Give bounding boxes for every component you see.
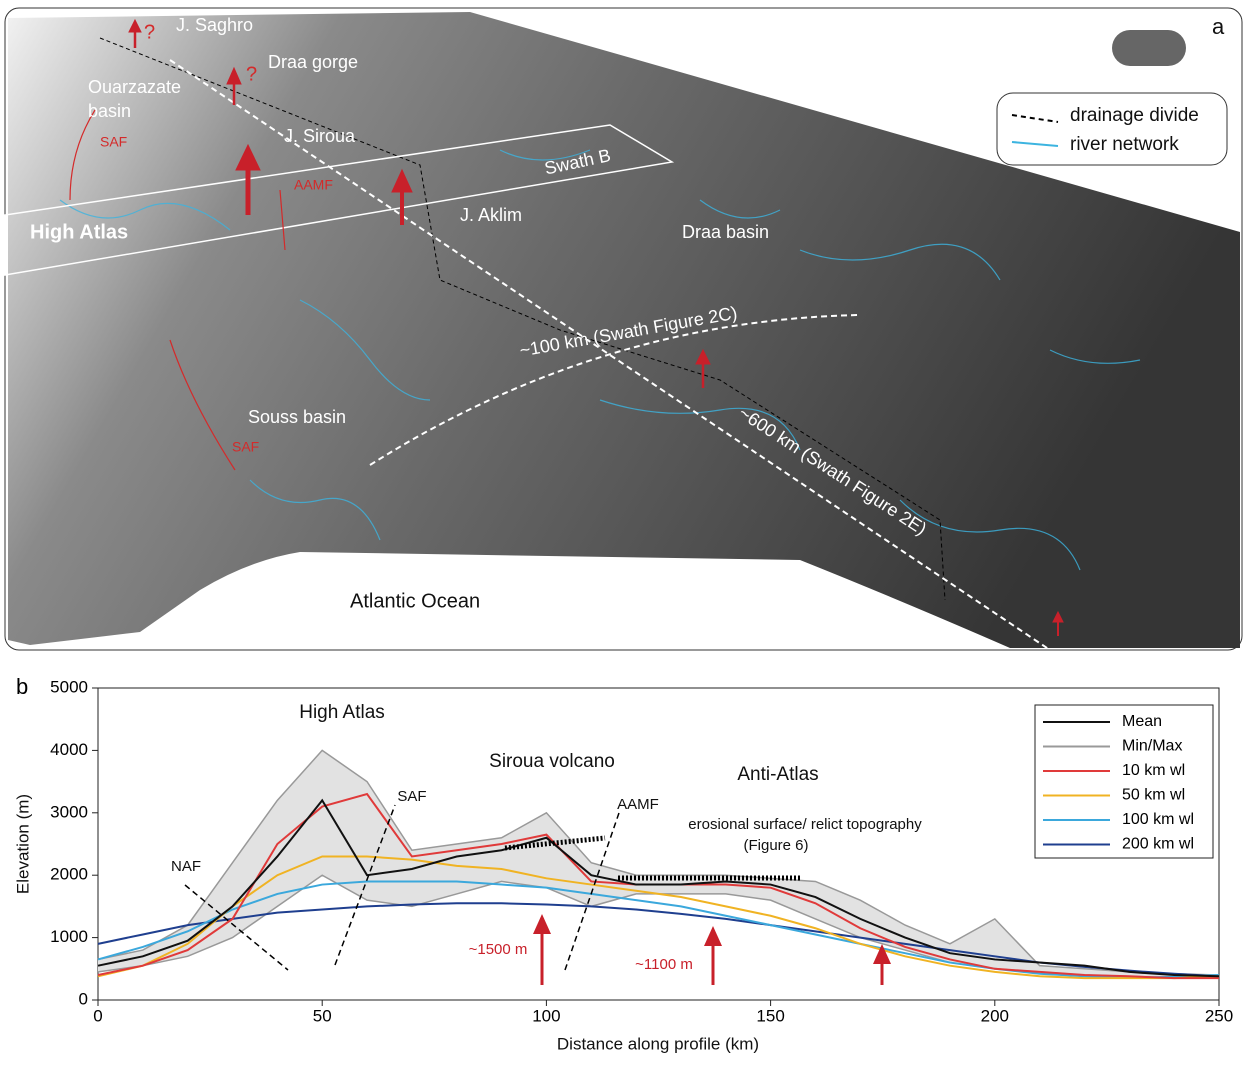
legend-label: Min/Max bbox=[1122, 738, 1182, 755]
uplift-arrow-head bbox=[533, 914, 551, 934]
swath-lines bbox=[169, 59, 1051, 651]
north-arrow bbox=[1112, 30, 1186, 66]
y-tick-label: 2000 bbox=[50, 865, 88, 884]
uplift-arrow-head bbox=[704, 926, 722, 946]
map-label: Souss basin bbox=[248, 407, 346, 427]
map-label: Ouarzazate bbox=[88, 77, 181, 97]
panel-label: a bbox=[1212, 14, 1225, 39]
map-label: Draa basin bbox=[682, 222, 769, 242]
uplift-arrows bbox=[128, 18, 1064, 636]
map-label: AAMF bbox=[294, 177, 333, 193]
map-label: SAF bbox=[100, 134, 127, 150]
plot-frame bbox=[97, 687, 1220, 1001]
annotation: ~1500 m bbox=[469, 941, 528, 958]
legend-label: 50 km wl bbox=[1122, 787, 1185, 804]
fault-line bbox=[334, 804, 396, 966]
panel-label: b bbox=[16, 674, 28, 699]
map-label: SAF bbox=[232, 439, 259, 455]
x-tick-label: 150 bbox=[756, 1006, 784, 1025]
annotation: SAF bbox=[397, 788, 426, 805]
x-tick-label: 200 bbox=[981, 1006, 1009, 1025]
legend-label: 10 km wl bbox=[1122, 762, 1185, 779]
map-label: Draa gorge bbox=[268, 52, 358, 72]
map-label: J. Siroua bbox=[284, 126, 356, 146]
y-tick-label: 3000 bbox=[50, 802, 88, 821]
annotation: ~1100 m bbox=[635, 956, 693, 973]
fault-line bbox=[564, 809, 621, 971]
annotation: NAF bbox=[171, 858, 201, 875]
series-line bbox=[97, 880, 1220, 979]
legend-line bbox=[1011, 114, 1059, 123]
legend-line bbox=[1011, 141, 1059, 147]
x-tick-label: 250 bbox=[1205, 1006, 1233, 1025]
map-label: High Atlas bbox=[30, 221, 128, 243]
dem bbox=[8, 12, 1240, 648]
y-tick-label: 1000 bbox=[50, 927, 88, 946]
series-line bbox=[97, 855, 1220, 980]
fault-line bbox=[184, 884, 289, 971]
annotation: Siroua volcano bbox=[489, 751, 615, 772]
rivers bbox=[59, 149, 1141, 571]
annotation: High Atlas bbox=[299, 702, 385, 723]
annotation: AAMF bbox=[617, 796, 659, 813]
map-legend bbox=[996, 92, 1228, 166]
legend-label: 200 km wl bbox=[1122, 836, 1194, 853]
map-label: J. Saghro bbox=[176, 15, 253, 35]
annotation: erosional surface/ relict topography bbox=[688, 816, 922, 833]
map-label: Atlantic Ocean bbox=[350, 590, 480, 612]
legend-box bbox=[1034, 704, 1214, 859]
uplift-arrow-head bbox=[873, 944, 891, 964]
surface-marker bbox=[504, 835, 606, 851]
annotation: (Figure 6) bbox=[743, 837, 808, 854]
legend-label: river network bbox=[1070, 134, 1179, 155]
y-tick-label: 0 bbox=[79, 989, 88, 1008]
y-axis-label: Elevation (m) bbox=[13, 794, 32, 894]
map-label: J. Aklim bbox=[460, 205, 522, 225]
annotation: Anti-Atlas bbox=[737, 764, 818, 785]
min-max-band bbox=[98, 750, 1219, 979]
y-tick-label: 4000 bbox=[50, 740, 88, 759]
drainage-divide bbox=[99, 37, 946, 601]
legend-label: Mean bbox=[1122, 713, 1162, 730]
x-tick-label: 0 bbox=[93, 1006, 102, 1025]
map-label: ? bbox=[246, 63, 257, 85]
x-axis-label: Distance along profile (km) bbox=[557, 1034, 759, 1053]
map-label: basin bbox=[88, 101, 131, 121]
map-label: ? bbox=[144, 21, 155, 43]
x-tick-label: 100 bbox=[532, 1006, 560, 1025]
max-line bbox=[97, 749, 1220, 976]
y-tick-label: 5000 bbox=[50, 677, 88, 696]
legend-label: 100 km wl bbox=[1122, 811, 1194, 828]
x-tick-label: 50 bbox=[313, 1006, 332, 1025]
swath-b bbox=[4, 124, 675, 276]
legend-label: drainage divide bbox=[1070, 105, 1199, 126]
series-line bbox=[97, 798, 1220, 978]
faults bbox=[69, 109, 286, 471]
